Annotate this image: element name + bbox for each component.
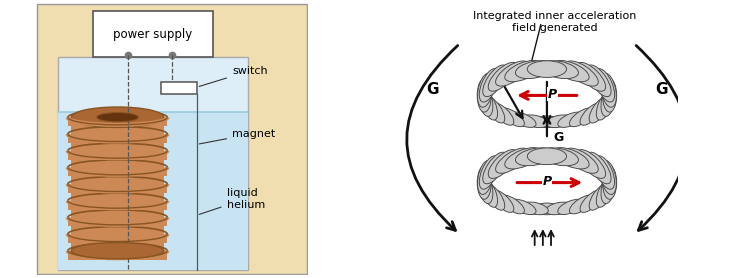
Ellipse shape <box>545 202 573 215</box>
Ellipse shape <box>521 115 548 128</box>
Ellipse shape <box>485 184 505 210</box>
Ellipse shape <box>510 199 536 215</box>
Ellipse shape <box>478 85 493 116</box>
Text: magnet: magnet <box>199 128 275 144</box>
FancyBboxPatch shape <box>68 185 167 193</box>
FancyBboxPatch shape <box>57 112 248 270</box>
Ellipse shape <box>71 242 164 259</box>
FancyArrowPatch shape <box>636 46 687 230</box>
Ellipse shape <box>596 91 613 120</box>
Text: power supply: power supply <box>113 28 193 41</box>
Ellipse shape <box>589 184 609 210</box>
FancyBboxPatch shape <box>68 201 167 210</box>
Ellipse shape <box>96 113 138 122</box>
Text: P: P <box>548 88 557 101</box>
Ellipse shape <box>565 148 598 173</box>
Text: G: G <box>655 83 668 98</box>
Ellipse shape <box>553 60 589 82</box>
Text: G: G <box>553 131 564 144</box>
FancyBboxPatch shape <box>161 82 197 94</box>
Ellipse shape <box>495 148 528 173</box>
Ellipse shape <box>595 69 615 102</box>
Text: switch: switch <box>199 66 268 86</box>
Text: P: P <box>542 175 551 188</box>
Ellipse shape <box>601 160 616 194</box>
Ellipse shape <box>527 148 567 165</box>
Ellipse shape <box>71 107 164 127</box>
Ellipse shape <box>577 150 606 178</box>
Ellipse shape <box>477 166 492 199</box>
Ellipse shape <box>589 97 609 123</box>
FancyBboxPatch shape <box>68 168 167 176</box>
Ellipse shape <box>545 115 573 128</box>
Ellipse shape <box>500 108 525 127</box>
Ellipse shape <box>570 195 594 214</box>
Ellipse shape <box>587 152 611 184</box>
Ellipse shape <box>485 97 505 123</box>
Ellipse shape <box>505 148 541 169</box>
FancyBboxPatch shape <box>68 135 167 143</box>
Ellipse shape <box>587 65 611 97</box>
Text: liquid
helium: liquid helium <box>199 188 265 214</box>
Ellipse shape <box>500 195 525 214</box>
Ellipse shape <box>601 73 616 107</box>
FancyArrowPatch shape <box>407 46 458 230</box>
Ellipse shape <box>495 61 528 86</box>
Ellipse shape <box>483 152 507 184</box>
Ellipse shape <box>558 199 584 215</box>
Ellipse shape <box>478 172 493 203</box>
Ellipse shape <box>565 61 598 86</box>
FancyBboxPatch shape <box>68 151 167 160</box>
Ellipse shape <box>515 61 554 79</box>
FancyBboxPatch shape <box>93 11 213 57</box>
Ellipse shape <box>478 160 493 194</box>
Ellipse shape <box>595 156 615 189</box>
Ellipse shape <box>558 112 584 127</box>
FancyBboxPatch shape <box>68 118 167 126</box>
Ellipse shape <box>570 108 594 127</box>
Ellipse shape <box>492 103 514 125</box>
Ellipse shape <box>603 166 617 199</box>
FancyBboxPatch shape <box>68 235 167 243</box>
FancyBboxPatch shape <box>38 4 307 274</box>
Ellipse shape <box>510 112 536 127</box>
Ellipse shape <box>481 91 498 120</box>
Ellipse shape <box>540 148 578 166</box>
Ellipse shape <box>479 69 499 102</box>
Ellipse shape <box>596 178 613 207</box>
Ellipse shape <box>478 73 493 107</box>
FancyBboxPatch shape <box>68 218 167 226</box>
Ellipse shape <box>580 190 603 212</box>
Ellipse shape <box>479 156 499 189</box>
Ellipse shape <box>515 148 554 166</box>
Ellipse shape <box>533 116 561 128</box>
Ellipse shape <box>492 190 514 212</box>
Ellipse shape <box>580 103 603 125</box>
FancyBboxPatch shape <box>57 57 248 270</box>
Ellipse shape <box>481 178 498 207</box>
FancyBboxPatch shape <box>71 117 164 259</box>
Ellipse shape <box>601 172 616 203</box>
Ellipse shape <box>553 148 589 169</box>
Ellipse shape <box>488 150 517 178</box>
Text: Integrated inner acceleration
field generated: Integrated inner acceleration field gene… <box>473 11 637 33</box>
Ellipse shape <box>505 60 541 82</box>
Ellipse shape <box>477 79 492 112</box>
Ellipse shape <box>483 65 507 97</box>
Ellipse shape <box>601 85 616 116</box>
Text: G: G <box>426 83 439 98</box>
FancyBboxPatch shape <box>68 251 167 260</box>
Ellipse shape <box>540 61 578 79</box>
Ellipse shape <box>521 202 548 215</box>
Ellipse shape <box>603 79 617 112</box>
Ellipse shape <box>488 62 517 91</box>
Ellipse shape <box>527 61 567 78</box>
Ellipse shape <box>533 203 561 215</box>
Ellipse shape <box>577 62 606 91</box>
